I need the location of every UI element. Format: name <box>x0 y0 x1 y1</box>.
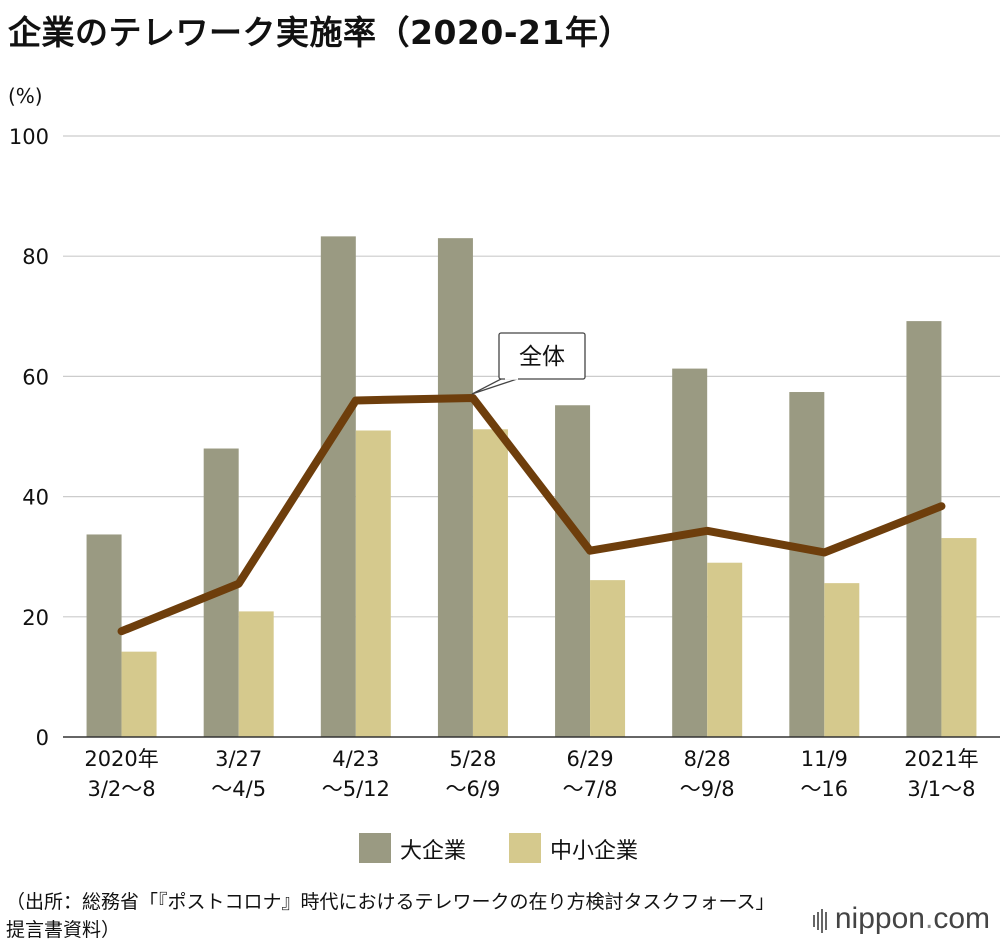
legend-label-small-medium-company: 中小企業 <box>550 839 638 864</box>
annotation-box <box>498 332 586 380</box>
bar-small-medium-company <box>707 562 743 737</box>
x-tick-label: 6/29 <box>566 747 613 771</box>
bar-large-company <box>555 405 591 737</box>
bar-large-company <box>789 392 825 737</box>
x-tick-label: 3/1～8 <box>907 777 975 801</box>
chart: 0 20 40 60 80 100 2020年 3/2～8 3/27 ～4/5 4/23 ～5/12 5… <box>9 125 1000 864</box>
bar-large-company <box>672 368 708 737</box>
y-tick-label: 20 <box>22 606 49 630</box>
x-tick-label: ～4/5 <box>211 777 266 801</box>
y-tick-label: 0 <box>36 726 49 750</box>
chart-title: 企業のテレワーク実施率（2020-21年） <box>8 13 632 52</box>
x-tick-label: 2020年 <box>84 747 158 771</box>
bar-large-company <box>86 534 122 737</box>
annotation-callout: 全体 <box>471 332 586 395</box>
bar-small-medium-company <box>472 429 508 737</box>
bar-large-company <box>320 236 356 737</box>
x-tick-label: ～16 <box>800 777 848 801</box>
brand-dot: . <box>924 902 934 935</box>
source-note: （出所：総務省「『ポストコロナ』時代におけるテレワークの在り方検討タスクフォース… <box>6 891 766 941</box>
line-total <box>117 394 946 636</box>
x-tick-label: ～7/8 <box>563 777 618 801</box>
x-tick-label: 3/27 <box>215 747 262 771</box>
bar-small-medium-company <box>590 580 626 737</box>
brand-suffix: com <box>933 902 990 935</box>
brand-main: nippon <box>834 902 925 935</box>
x-tick-label: 8/28 <box>684 747 731 771</box>
bar-large-company <box>437 238 473 738</box>
bar-small-medium-company <box>355 430 391 737</box>
y-tick-label: 60 <box>22 365 49 389</box>
x-tick-label: 5/28 <box>449 747 496 771</box>
brand-logo: nippon.com <box>812 902 990 937</box>
x-tick-label: 3/2～8 <box>87 777 155 801</box>
x-tick-label: 11/9 <box>801 747 848 771</box>
y-tick-label: 40 <box>22 486 49 510</box>
x-tick-label: 4/23 <box>332 747 379 771</box>
y-tick-label: 80 <box>22 245 49 269</box>
y-axis-unit-label: (%) <box>8 84 43 108</box>
legend-swatch-small-medium-company <box>509 833 541 863</box>
bar-small-medium-company <box>941 538 977 737</box>
x-tick-label: 2021年 <box>904 747 978 771</box>
legend-swatch-large-company <box>359 833 391 863</box>
bar-small-medium-company <box>121 651 157 737</box>
x-tick-label: ～5/12 <box>322 777 390 801</box>
x-tick-label: ～6/9 <box>446 777 501 801</box>
legend-label-large-company: 大企業 <box>400 839 466 864</box>
bar-small-medium-company <box>238 611 274 737</box>
x-tick-label: ～9/8 <box>680 777 735 801</box>
brand-bars-icon <box>812 903 829 937</box>
annotation-label: 全体 <box>519 344 565 370</box>
bar-small-medium-company <box>824 583 860 737</box>
y-tick-label: 100 <box>9 125 49 149</box>
annotation-pointer <box>471 377 521 395</box>
bar-large-company <box>906 321 942 737</box>
